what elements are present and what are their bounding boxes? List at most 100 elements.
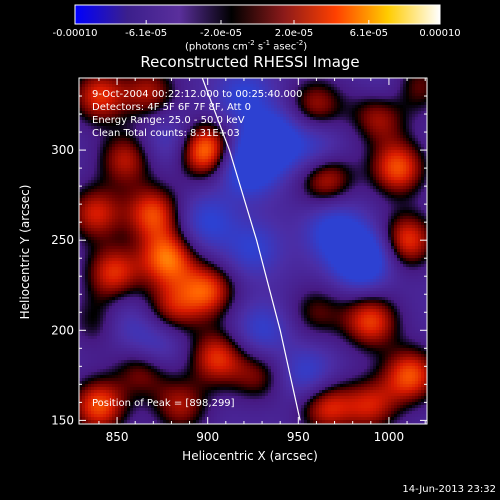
heatmap-cell <box>400 93 404 97</box>
heatmap-cell <box>388 177 392 181</box>
heatmap-cell <box>97 162 101 166</box>
heatmap-cell <box>295 192 299 196</box>
heatmap-cell <box>397 177 401 181</box>
heatmap-cell <box>115 189 119 193</box>
heatmap-cell <box>232 171 236 175</box>
heatmap-cell <box>238 114 242 118</box>
heatmap-cell <box>118 114 122 118</box>
heatmap-cell <box>226 177 230 181</box>
heatmap-cell <box>289 174 293 178</box>
heatmap-cell <box>307 204 311 208</box>
heatmap-cell <box>400 78 404 82</box>
heatmap-cell <box>307 159 311 163</box>
heatmap-cell <box>178 126 182 130</box>
heatmap-cell <box>103 144 107 148</box>
heatmap-cell <box>418 126 422 130</box>
heatmap-cell <box>247 162 251 166</box>
heatmap-cell <box>220 177 224 181</box>
heatmap-cell <box>115 171 119 175</box>
heatmap-cell <box>349 186 353 190</box>
heatmap-cell <box>355 93 359 97</box>
heatmap-cell <box>247 180 251 184</box>
heatmap-cell <box>211 147 215 151</box>
heatmap-cell <box>199 171 203 175</box>
heatmap-cell <box>298 84 302 88</box>
heatmap-cell <box>376 183 380 187</box>
heatmap-cell <box>319 96 323 100</box>
heatmap-cell <box>298 198 302 202</box>
heatmap-cell <box>403 192 407 196</box>
heatmap-cell <box>325 150 329 154</box>
heatmap-cell <box>181 153 185 157</box>
heatmap-cell <box>352 99 356 103</box>
heatmap-cell <box>268 123 272 127</box>
heatmap-cell <box>202 84 206 88</box>
heatmap-cell <box>193 195 197 199</box>
heatmap-cell <box>211 108 215 112</box>
heatmap-cell <box>184 126 188 130</box>
heatmap-cell <box>418 180 422 184</box>
heatmap-cell <box>238 141 242 145</box>
heatmap-cell <box>175 144 179 148</box>
heatmap-cell <box>127 141 131 145</box>
heatmap-cell <box>391 204 395 208</box>
heatmap-cell <box>259 144 263 148</box>
heatmap-cell <box>244 156 248 160</box>
heatmap-cell <box>355 138 359 142</box>
heatmap-cell <box>157 144 161 148</box>
heatmap-cell <box>364 186 368 190</box>
heatmap-cell <box>322 117 326 121</box>
heatmap-cell <box>265 201 269 205</box>
heatmap-cell <box>109 108 113 112</box>
heatmap-cell <box>319 108 323 112</box>
heatmap-cell <box>103 195 107 199</box>
heatmap-cell <box>199 126 203 130</box>
heatmap-cell <box>112 84 116 88</box>
heatmap-cell <box>148 144 152 148</box>
heatmap-cell <box>388 93 392 97</box>
heatmap-cell <box>100 171 104 175</box>
heatmap-cell <box>400 201 404 205</box>
heatmap-cell <box>136 162 140 166</box>
heatmap-cell <box>100 165 104 169</box>
heatmap-cell <box>364 162 368 166</box>
heatmap-cell <box>82 90 86 94</box>
heatmap-cell <box>235 165 239 169</box>
heatmap-cell <box>199 111 203 115</box>
heatmap-cell <box>253 183 257 187</box>
heatmap-cell <box>199 168 203 172</box>
heatmap-cell <box>400 168 404 172</box>
heatmap-cell <box>193 132 197 136</box>
heatmap-cell <box>283 132 287 136</box>
heatmap-cell <box>118 123 122 127</box>
heatmap-cell <box>421 189 425 193</box>
heatmap-cell <box>334 138 338 142</box>
heatmap-cell <box>379 90 383 94</box>
heatmap-cell <box>121 105 125 109</box>
heatmap-cell <box>292 183 296 187</box>
heatmap-cell <box>118 177 122 181</box>
heatmap-cell <box>319 105 323 109</box>
heatmap-cell <box>271 150 275 154</box>
heatmap-cell <box>247 189 251 193</box>
heatmap-cell <box>283 144 287 148</box>
heatmap-cell <box>292 189 296 193</box>
heatmap-cell <box>337 102 341 106</box>
heatmap-cell <box>199 186 203 190</box>
heatmap-cell <box>340 135 344 139</box>
heatmap-cell <box>346 138 350 142</box>
heatmap-cell <box>301 174 305 178</box>
heatmap-cell <box>166 180 170 184</box>
heatmap-cell <box>334 111 338 115</box>
heatmap-cell <box>94 120 98 124</box>
heatmap-cell <box>211 99 215 103</box>
heatmap-cell <box>106 180 110 184</box>
heatmap-cell <box>223 102 227 106</box>
heatmap-cell <box>358 198 362 202</box>
heatmap-cell <box>187 201 191 205</box>
heatmap-cell <box>334 141 338 145</box>
heatmap-cell <box>103 153 107 157</box>
heatmap-cell <box>112 195 116 199</box>
heatmap-cell <box>151 177 155 181</box>
heatmap-cell <box>178 141 182 145</box>
